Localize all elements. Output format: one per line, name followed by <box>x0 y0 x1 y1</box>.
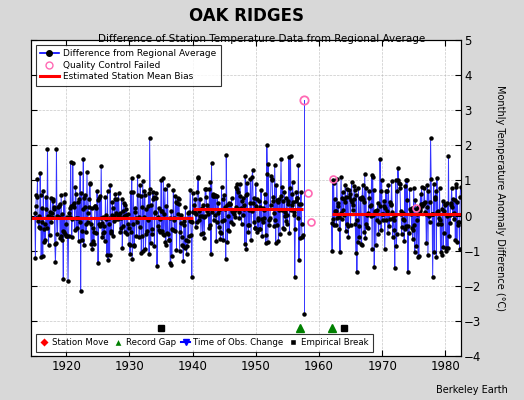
Text: Difference of Station Temperature Data from Regional Average: Difference of Station Temperature Data f… <box>99 34 425 44</box>
Y-axis label: Monthly Temperature Anomaly Difference (°C): Monthly Temperature Anomaly Difference (… <box>495 85 505 311</box>
Text: Berkeley Earth: Berkeley Earth <box>436 385 508 395</box>
Legend: Station Move, Record Gap, Time of Obs. Change, Empirical Break: Station Move, Record Gap, Time of Obs. C… <box>36 334 373 352</box>
Title: OAK RIDGES: OAK RIDGES <box>189 6 304 24</box>
